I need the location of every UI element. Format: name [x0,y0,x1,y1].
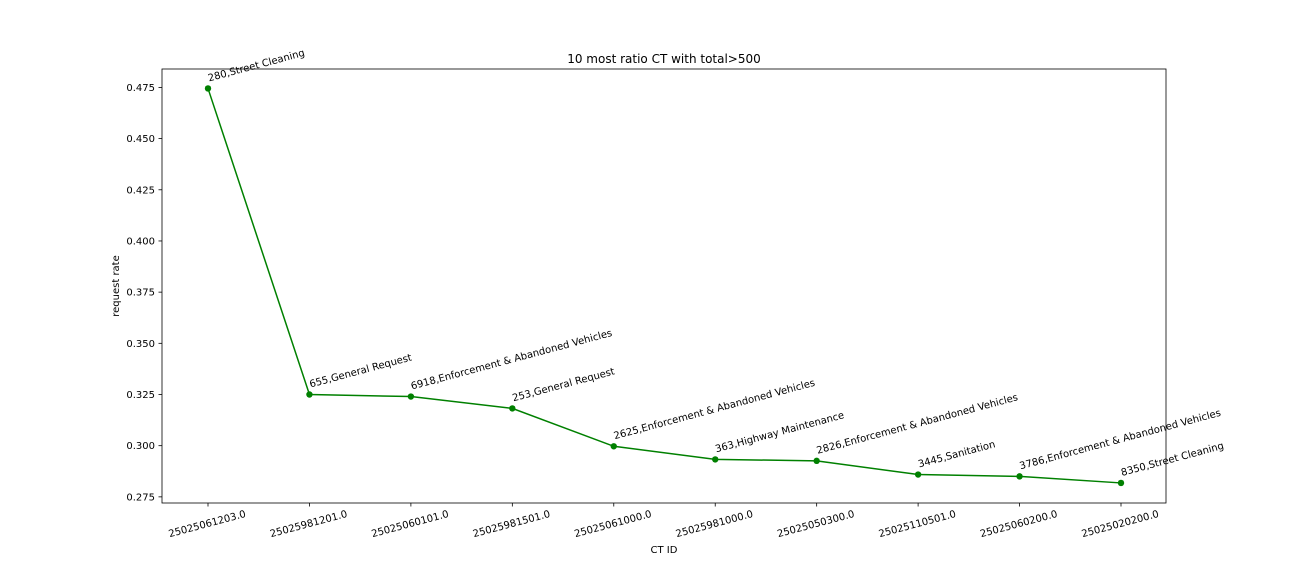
x-tick-label: 25025981000.0 [675,509,755,540]
chart-title: 10 most ratio CT with total>500 [567,52,761,66]
data-point [1016,473,1023,480]
x-tick-label: 25025981201.0 [269,509,349,540]
data-point [204,85,212,92]
plot-area [161,68,1167,504]
data-point [306,391,313,398]
x-tick-label: 25025060101.0 [370,509,450,540]
y-axis-label: request rate [111,255,122,317]
x-tick-label: 25025981501.0 [472,509,552,540]
x-tick-label: 25025060200.0 [979,509,1059,540]
y-tick-label: 0.275 [126,492,155,503]
x-axis: 25025061203.0 25025981201.0 25025060101.0 2… [168,503,1161,540]
data-point [509,405,516,412]
x-tick-label: 25025061203.0 [168,509,248,540]
y-tick-label: 0.300 [126,441,155,452]
point-label: 655,General Request [308,352,413,390]
data-point [914,471,922,478]
y-tick-label: 0.475 [126,83,155,94]
data-point [407,393,415,400]
y-tick-label: 0.375 [126,288,155,299]
point-label: 253,General Request [511,366,616,404]
y-tick-label: 0.450 [126,134,155,145]
x-tick-label: 25025061000.0 [573,509,653,540]
data-point [813,457,820,465]
x-tick-label: 25025020200.0 [1081,509,1161,540]
x-axis-label: CT ID [651,545,678,556]
point-label: 3786,Enforcement & Abandoned Vehicles [1018,408,1222,472]
point-label: 3445,Sanitation [917,439,997,470]
point-label: 8350,Street Cleaning [1120,441,1225,479]
data-point [610,443,617,450]
y-tick-label: 0.425 [126,185,155,196]
data-point [1117,479,1125,487]
x-tick-label: 25025110501.0 [878,509,958,540]
series-line [207,88,1122,484]
y-axis: 0.275 0.300 0.325 0.350 0.375 0.400 0.425 0.450… [126,83,162,503]
y-tick-label: 0.350 [126,339,155,350]
y-tick-label: 0.400 [126,236,155,247]
x-tick-label: 25025050300.0 [776,509,856,540]
data-point [712,456,719,463]
point-label: 280,Street Cleaning [207,48,306,84]
series-request-rate [204,85,1125,487]
y-tick-label: 0.325 [126,390,155,401]
